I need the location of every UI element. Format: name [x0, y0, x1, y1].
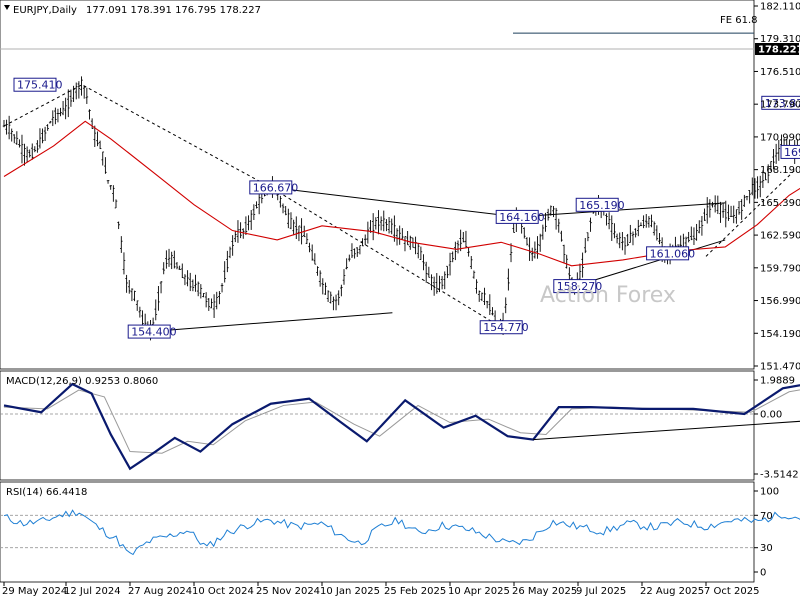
last-price-box	[755, 43, 799, 55]
price-label: 161.060	[650, 247, 696, 260]
price-y-tick-label: 159.790	[760, 263, 800, 274]
price-labels: 175.410 154.400 166.670 164.160 154.770 165.1…	[13, 77, 800, 339]
price-y-tick-label: 176.510	[760, 67, 800, 78]
x-tick-label: 26 May 2025	[512, 586, 577, 597]
macd-line	[3, 382, 800, 471]
ohlc-values: 177.091 178.391 176.795 178.227	[86, 5, 261, 16]
price-label-box	[575, 197, 619, 212]
price-label: 166.670	[253, 181, 298, 194]
ma-line	[3, 120, 800, 267]
watermark: Action Forex	[540, 283, 676, 308]
price-y-tick-label: 170.990	[760, 132, 800, 143]
price-y-tick-label: 165.390	[760, 198, 800, 209]
x-tick-label: 10 Jan 2025	[320, 586, 380, 597]
macd-y-tick-label: 1.9889	[760, 376, 795, 387]
x-tick-label: 22 Aug 2025	[640, 586, 704, 597]
price-label-box	[127, 324, 171, 339]
price-label: 164.160	[499, 211, 545, 224]
price-label-box	[13, 77, 57, 92]
price-y-tick-label: 162.590	[760, 231, 800, 242]
x-tick-label: 9 Jul 2025	[576, 586, 626, 597]
dashed-trendline	[3, 84, 502, 328]
x-tick-label: 27 Aug 2024	[128, 586, 192, 597]
x-tick-label: 10 Oct 2024	[192, 586, 254, 597]
macd-panel-frame	[0, 370, 755, 481]
x-tick-label: 10 Apr 2025	[448, 586, 510, 597]
trendline	[517, 202, 726, 218]
price-y-tick-label: 151.470	[760, 362, 800, 373]
rsi-title: RSI(14) 66.4418	[6, 487, 87, 498]
x-tick-label: 29 May 2024	[2, 586, 67, 597]
trendline	[270, 186, 518, 218]
symbol-label: EURJPY,Daily	[13, 5, 77, 16]
price-label-box	[761, 95, 800, 110]
x-tick-label: 25 Nov 2024	[256, 586, 320, 597]
price-label-box	[553, 279, 597, 294]
price-label: 165.190	[579, 199, 625, 212]
price-label: 173.870	[765, 97, 800, 110]
price-trendlines	[3, 84, 796, 333]
price-y-tick-label: 179.310	[760, 34, 800, 45]
dashed-trendline	[705, 169, 796, 257]
price-y-tick-label: 154.190	[760, 329, 800, 340]
price-y-tick-label: 182.110	[760, 2, 800, 13]
price-label-box	[495, 209, 539, 224]
price-label: 158.270	[557, 280, 603, 293]
rsi-y-tick-label: 100	[760, 487, 779, 498]
rsi-y-tick-label: 30	[760, 543, 773, 554]
macd-signal-line	[3, 389, 800, 454]
rsi-y-tick-label: 70	[760, 511, 773, 522]
price-y-tick-label: 156.990	[760, 296, 800, 307]
macd-title: MACD(12,26,9) 0.9253 0.8060	[6, 376, 158, 387]
price-y-tick-label: 168.190	[760, 165, 800, 176]
price-panel-frame	[0, 0, 755, 370]
macd-indicator: 1.9889 0.00 -3.5142	[0, 376, 800, 481]
price-label: 169.690	[784, 146, 800, 159]
fe-label: FE 61.8	[720, 15, 758, 26]
rsi-panel-frame	[0, 481, 755, 583]
last-price-label: 178.227	[758, 45, 800, 56]
price-label: 154.770	[483, 321, 529, 334]
macd-trendline	[533, 420, 800, 441]
price-y-tick-label: 173.790	[760, 100, 800, 111]
rsi-y-tick-label: 0	[760, 568, 766, 579]
price-label-box	[479, 320, 523, 335]
collapse-arrow-icon[interactable]	[4, 5, 10, 10]
trendline	[149, 312, 393, 333]
price-label-box	[646, 246, 690, 261]
price-label: 154.400	[131, 326, 177, 339]
x-tick-label: 7 Oct 2025	[704, 586, 759, 597]
price-label-box	[249, 180, 293, 195]
x-tick-label: 12 Jul 2024	[64, 586, 121, 597]
trendline	[574, 239, 726, 287]
price-y-axis: 182.110 179.310 176.510 173.790 170.990 168.1…	[754, 2, 800, 373]
rsi-line	[3, 509, 800, 556]
macd-y-tick-label: 0.00	[760, 409, 782, 420]
macd-y-tick-label: -3.5142	[760, 470, 799, 481]
price-label: 175.410	[17, 79, 63, 92]
rsi-indicator: 100 70 30 0	[0, 487, 800, 579]
moving-average-line	[3, 120, 800, 267]
x-tick-label: 25 Feb 2025	[384, 586, 446, 597]
price-label-box	[780, 144, 800, 159]
